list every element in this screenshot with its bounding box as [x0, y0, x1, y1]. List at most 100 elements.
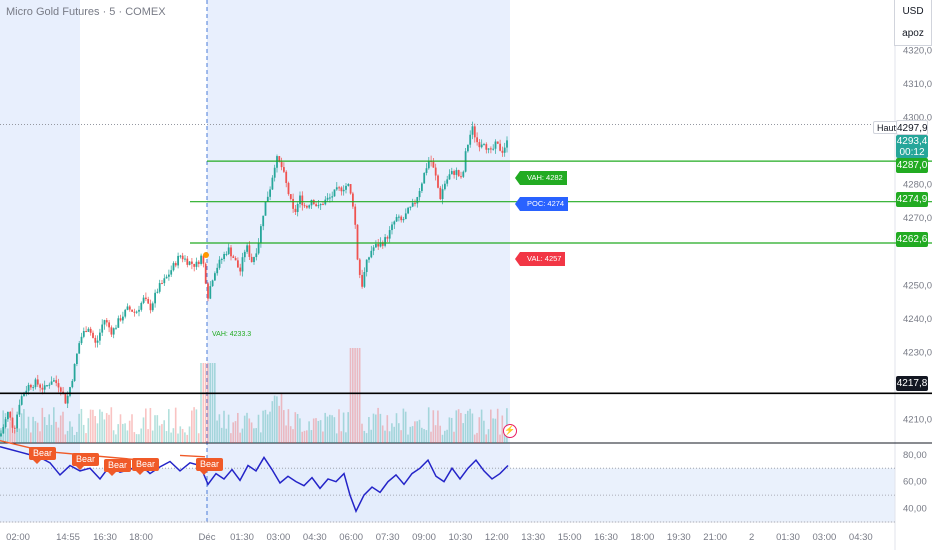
volume-bar — [122, 423, 124, 443]
volume-bar — [354, 348, 356, 443]
volume-bar — [338, 409, 340, 443]
candle-body — [207, 283, 209, 299]
volume-bar — [379, 413, 382, 443]
volume-bar — [7, 428, 9, 443]
candle-body — [345, 185, 347, 190]
volume-bar — [324, 412, 326, 443]
candle-body — [375, 243, 377, 248]
candle-body — [112, 328, 115, 335]
candle-body — [326, 197, 329, 200]
time-tick-label: 16:30 — [594, 532, 618, 543]
candle-body — [283, 167, 285, 172]
candle-body — [64, 393, 67, 404]
candle-body — [133, 311, 136, 313]
volume-bar — [57, 427, 60, 443]
candle-body — [455, 170, 458, 175]
session-background — [0, 0, 80, 522]
volume-bar — [85, 433, 87, 443]
volume-bar — [310, 430, 313, 443]
candle-body — [485, 144, 488, 150]
candle-body — [25, 390, 28, 394]
volume-bar — [220, 427, 223, 443]
candle-body — [59, 387, 62, 392]
volume-bar — [375, 414, 377, 443]
volume-bar — [223, 410, 225, 443]
volume-bar — [200, 363, 202, 443]
volume-bar — [446, 429, 448, 443]
candle-body — [80, 336, 83, 344]
volume-bar — [411, 426, 414, 443]
time-tick-label: 02:00 — [6, 532, 30, 543]
candle-body — [41, 387, 44, 390]
volume-bar — [437, 410, 439, 443]
candle-body — [280, 161, 283, 168]
volume-bar — [76, 431, 78, 443]
volume-bar — [347, 412, 349, 443]
candle-body — [165, 276, 168, 279]
candle-body — [220, 259, 223, 261]
candle-body — [480, 144, 483, 148]
time-tick-label: 12:00 — [485, 532, 509, 543]
candle-body — [149, 303, 152, 311]
volume-bar — [299, 418, 301, 443]
volume-bar — [188, 426, 191, 443]
volume-bar — [147, 429, 149, 443]
candle-body — [223, 254, 225, 260]
candle-body — [105, 320, 108, 323]
candle-body — [423, 172, 426, 184]
candle-body — [110, 327, 113, 335]
volume-bar — [303, 430, 306, 443]
currency-selector[interactable]: USD apoz — [894, 0, 932, 46]
candle-body — [193, 263, 196, 267]
currency-label: USD — [902, 5, 924, 17]
volume-bar — [243, 415, 246, 443]
val-tag: VAL: 4257 — [514, 252, 566, 266]
candle-body — [154, 292, 156, 304]
volume-bar — [262, 410, 264, 443]
price-tick-label: 4230,0 — [903, 347, 932, 358]
candle-body — [55, 380, 58, 384]
volume-bar — [105, 413, 108, 443]
candle-body — [473, 126, 476, 138]
candle-body — [255, 253, 258, 258]
poc-tag: POC: 4274 — [514, 197, 569, 211]
candle-body — [87, 328, 90, 332]
high-price-label: 4297,9 — [896, 120, 928, 135]
candle-body — [253, 257, 255, 263]
volume-bar — [453, 431, 455, 443]
volume-bar — [163, 420, 165, 443]
candle-body — [69, 387, 71, 396]
candle-body — [156, 291, 159, 293]
candle-body — [257, 243, 260, 254]
volume-bar — [25, 428, 27, 443]
time-tick-label: 13:30 — [521, 532, 545, 543]
volume-bar — [269, 411, 271, 443]
candle-body — [402, 219, 405, 221]
candle-body — [329, 197, 331, 199]
volume-bar — [177, 433, 179, 443]
volume-bar — [264, 409, 267, 443]
candle-body — [18, 404, 21, 415]
volume-bar — [460, 412, 462, 443]
candle-body — [462, 171, 465, 177]
candle-body — [246, 245, 248, 252]
volume-bar — [368, 417, 370, 443]
volume-bar — [312, 418, 315, 443]
candle-body — [46, 385, 48, 387]
volume-bar — [151, 430, 154, 443]
candle-body — [96, 340, 99, 343]
symbol-title[interactable]: Micro Gold Futures · 5 · COMEX — [6, 6, 166, 18]
poc-price-label: 4274,9 — [896, 192, 928, 207]
volume-bar — [211, 363, 214, 443]
candle-body — [460, 176, 462, 178]
lightning-icon[interactable]: ⚡ — [503, 424, 517, 438]
volume-bar — [430, 431, 432, 443]
candle-body — [469, 134, 472, 145]
candle-body — [349, 184, 352, 194]
volume-bar — [280, 393, 283, 443]
volume-bar — [168, 409, 170, 443]
volume-bar — [59, 415, 62, 443]
volume-bar — [16, 427, 18, 443]
volume-bar — [94, 416, 96, 443]
